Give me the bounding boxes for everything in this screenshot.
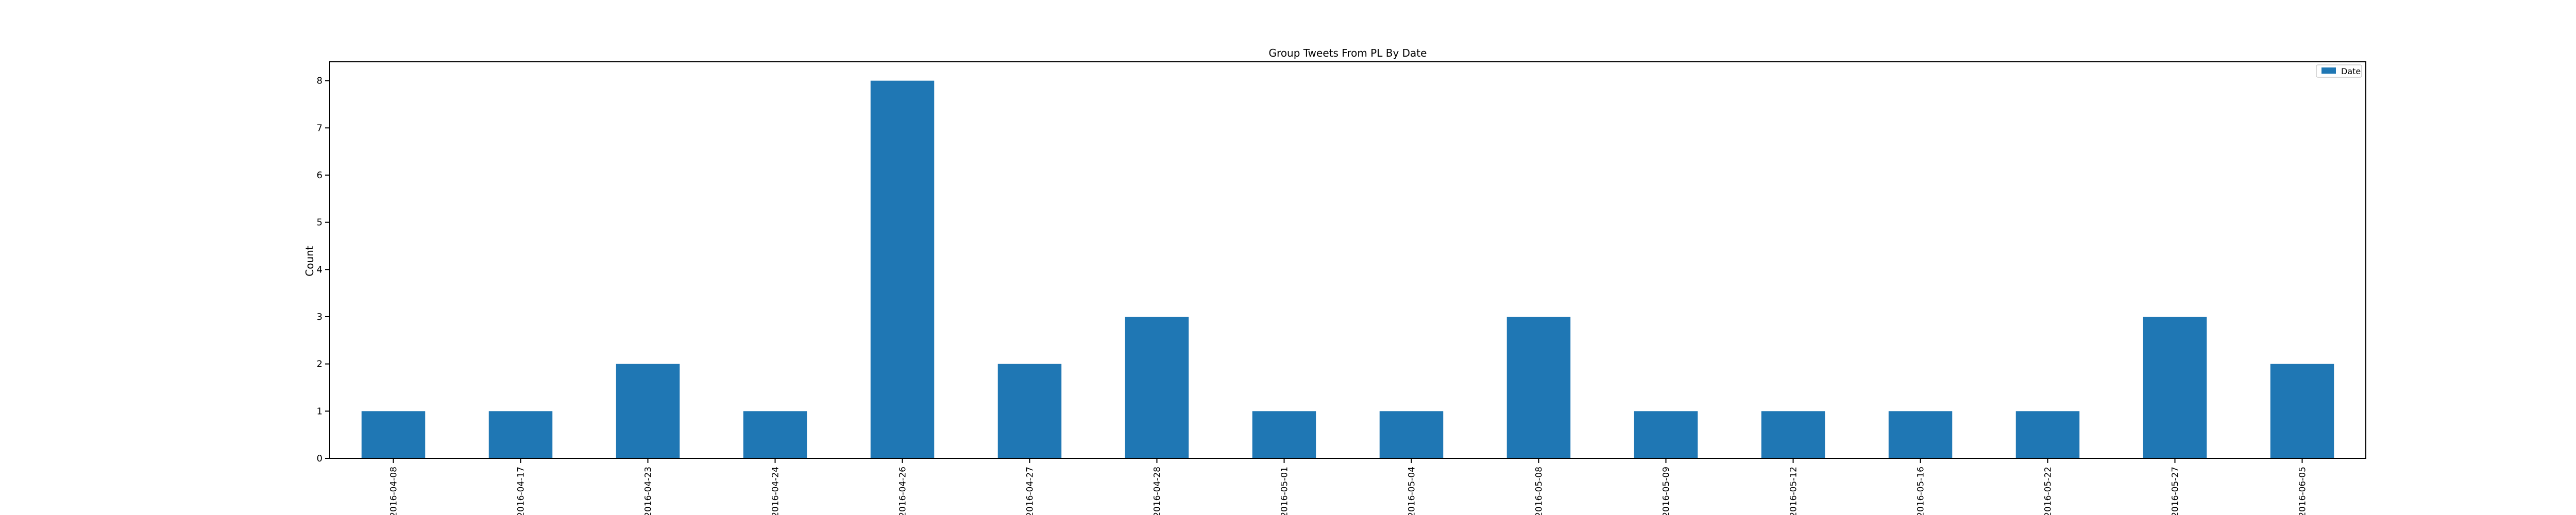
x-tick-label-2016-05-04: 2016-05-04 — [1407, 467, 1417, 515]
bars-group — [361, 80, 2334, 459]
y-tick-label-2: 2 — [317, 359, 323, 370]
bar-2016-04-24 — [743, 411, 807, 458]
x-tick-label-2016-05-12: 2016-05-12 — [1789, 467, 1799, 515]
bar-2016-05-09 — [1634, 411, 1698, 458]
bar-2016-05-01 — [1252, 411, 1316, 458]
x-tick-label-2016-05-01: 2016-05-01 — [1280, 467, 1290, 515]
bar-2016-06-05 — [2270, 364, 2334, 458]
bar-2016-05-22 — [2015, 411, 2080, 458]
y-tick-label-8: 8 — [317, 76, 323, 87]
x-tick-label-2016-05-08: 2016-05-08 — [1534, 467, 1545, 515]
legend: Date — [2316, 64, 2362, 78]
plot-frame — [329, 61, 2366, 459]
x-tick-label-2016-04-28: 2016-04-28 — [1153, 467, 1163, 515]
legend-swatch — [2321, 67, 2336, 74]
bar-2016-04-17 — [488, 411, 553, 458]
x-axis-ticks: 2016-04-08 2016-04-17 2016-04-23 2016-04-24… — [389, 458, 2308, 515]
y-tick-label-3: 3 — [317, 312, 323, 322]
x-tick-label-2016-05-27: 2016-05-27 — [2171, 467, 2181, 515]
y-tick-label-5: 5 — [317, 217, 323, 228]
bar-2016-04-08 — [361, 411, 426, 458]
bar-2016-04-23 — [616, 364, 680, 458]
x-tick-label-2016-06-05: 2016-06-05 — [2298, 467, 2308, 515]
y-tick-label-6: 6 — [317, 170, 323, 181]
bar-2016-05-12 — [1761, 411, 1825, 458]
x-tick-label-2016-04-27: 2016-04-27 — [1025, 467, 1036, 515]
x-tick-label-2016-04-08: 2016-04-08 — [389, 467, 399, 515]
x-tick-label-2016-04-17: 2016-04-17 — [516, 467, 527, 515]
x-tick-label-2016-04-23: 2016-04-23 — [643, 467, 654, 515]
bar-2016-05-04 — [1379, 411, 1444, 458]
bar-2016-05-27 — [2143, 317, 2207, 458]
chart-title: Group Tweets From PL By Date — [1269, 47, 1427, 59]
bar-2016-04-26 — [870, 80, 935, 459]
y-tick-label-7: 7 — [317, 123, 323, 133]
y-axis-ticks: 0 1 2 3 4 5 6 7 8 — [317, 76, 330, 464]
y-tick-label-4: 4 — [317, 264, 323, 275]
x-tick-label-2016-05-22: 2016-05-22 — [2043, 467, 2054, 515]
bar-2016-05-16 — [1888, 411, 1953, 458]
bar-2016-04-27 — [997, 364, 1062, 458]
y-tick-label-1: 1 — [317, 406, 323, 417]
x-tick-label-2016-04-24: 2016-04-24 — [771, 467, 781, 515]
legend-label-date: Date — [2341, 66, 2361, 76]
bar-2016-05-08 — [1506, 317, 1571, 458]
x-tick-label-2016-05-09: 2016-05-09 — [1662, 467, 1672, 515]
y-tick-label-0: 0 — [317, 453, 323, 464]
bar-2016-04-28 — [1125, 317, 1189, 458]
y-axis-label: Count — [303, 246, 316, 277]
x-tick-label-2016-05-16: 2016-05-16 — [1916, 467, 1926, 515]
x-tick-label-2016-04-26: 2016-04-26 — [898, 467, 908, 515]
